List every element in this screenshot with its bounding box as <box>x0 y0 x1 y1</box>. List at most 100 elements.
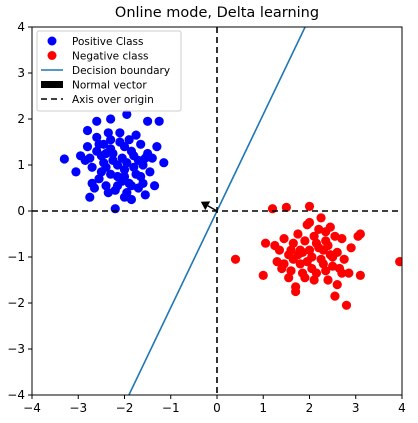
plot-area <box>32 27 402 395</box>
y-tick-label-6: 2 <box>17 112 25 126</box>
point-0-44 <box>131 130 141 140</box>
point-1-49 <box>332 280 342 290</box>
point-0-36 <box>154 116 164 126</box>
point-1-51 <box>307 263 317 274</box>
legend-marker-0 <box>47 36 57 46</box>
point-1-45 <box>304 217 315 228</box>
point-0-66 <box>87 162 97 172</box>
y-tick-label-1: −3 <box>7 342 25 356</box>
point-0-57 <box>103 188 113 198</box>
point-0-58 <box>129 162 139 172</box>
point-1-53 <box>302 257 312 267</box>
y-tick-label-5: 1 <box>17 158 25 172</box>
point-1-48 <box>325 250 335 260</box>
point-0-42 <box>82 125 93 136</box>
x-tick-label-7: 3 <box>352 401 360 415</box>
x-tick-label-5: 1 <box>259 401 267 415</box>
point-0-50 <box>106 169 116 179</box>
point-1-19 <box>304 201 315 211</box>
point-0-7 <box>89 183 100 193</box>
legend-item-3: Normal vector <box>41 79 147 91</box>
point-0-63 <box>99 139 109 149</box>
legend-box <box>36 30 182 112</box>
point-0-8 <box>85 192 95 202</box>
y-tick-label-2: −2 <box>7 296 25 310</box>
point-1-34 <box>339 254 349 264</box>
legend-item-2: Decision boundary <box>41 65 170 77</box>
legend-label-1: Negative class <box>72 50 149 62</box>
point-1-24 <box>316 213 326 223</box>
point-0-43 <box>115 128 125 138</box>
point-0-1 <box>71 167 81 177</box>
point-1-5 <box>272 257 282 267</box>
point-1-57 <box>323 240 333 251</box>
chart-title: Online mode, Delta learning <box>115 5 319 21</box>
series-0 <box>59 109 169 214</box>
point-1-43 <box>291 286 301 297</box>
point-1-44 <box>300 236 310 246</box>
point-0-32 <box>145 167 155 177</box>
legend-patch-3 <box>41 81 63 88</box>
point-0-16 <box>108 148 118 159</box>
point-0-30 <box>140 190 150 200</box>
point-1-60 <box>304 245 315 255</box>
point-0-33 <box>147 153 157 163</box>
point-0-53 <box>133 155 143 165</box>
point-1-58 <box>297 268 308 278</box>
y-tick-label-0: −4 <box>7 388 25 402</box>
point-0-39 <box>106 114 116 124</box>
point-1-2 <box>260 238 271 248</box>
point-0-69 <box>119 171 130 182</box>
point-1-30 <box>330 291 340 301</box>
point-0-38 <box>92 116 102 126</box>
legend-label-2: Decision boundary <box>72 65 170 77</box>
point-0-71 <box>101 148 111 159</box>
point-0-49 <box>94 174 104 184</box>
normal-vector-shaft <box>207 205 218 212</box>
legend-item-1: Negative class <box>47 50 149 62</box>
point-1-12 <box>288 238 298 248</box>
point-0-59 <box>108 155 118 165</box>
x-tick-label-0: −4 <box>23 401 41 415</box>
legend-label-0: Positive Class <box>72 36 143 48</box>
x-tick-label-4: 0 <box>213 401 221 415</box>
point-0-34 <box>149 181 160 191</box>
point-1-64 <box>286 245 296 255</box>
point-1-59 <box>316 254 326 264</box>
y-tick-label-8: 4 <box>17 20 25 34</box>
point-1-39 <box>355 270 365 280</box>
point-0-21 <box>119 165 130 175</box>
point-1-27 <box>323 275 333 285</box>
point-0-52 <box>122 188 132 198</box>
point-0-62 <box>124 135 134 145</box>
point-1-47 <box>321 266 331 276</box>
point-0-68 <box>106 135 116 145</box>
point-1-8 <box>279 234 289 244</box>
point-1-46 <box>314 224 324 234</box>
point-0-65 <box>112 181 123 191</box>
point-0-61 <box>92 146 102 156</box>
point-1-37 <box>346 243 356 253</box>
legend-item-4: Axis over origin <box>41 94 154 106</box>
point-0-55 <box>96 167 106 177</box>
y-tick-label-3: −1 <box>7 250 25 264</box>
point-0-9 <box>92 132 102 142</box>
point-1-36 <box>344 268 354 278</box>
point-1-41 <box>395 257 402 267</box>
legend-label-4: Axis over origin <box>72 94 154 106</box>
point-0-70 <box>126 181 137 191</box>
point-0-22 <box>122 158 132 168</box>
x-tick-label-1: −3 <box>69 401 87 415</box>
legend-marker-1 <box>47 51 57 60</box>
point-1-65 <box>337 268 347 278</box>
point-1-0 <box>230 254 241 264</box>
series-1 <box>230 201 402 310</box>
point-1-14 <box>293 229 303 239</box>
point-0-5 <box>85 153 95 163</box>
normal-vector-head <box>200 201 211 211</box>
point-0-40 <box>122 109 132 119</box>
y-tick-label-7: 3 <box>17 66 25 80</box>
x-tick-label-2: −2 <box>116 401 134 415</box>
point-1-56 <box>328 261 338 271</box>
